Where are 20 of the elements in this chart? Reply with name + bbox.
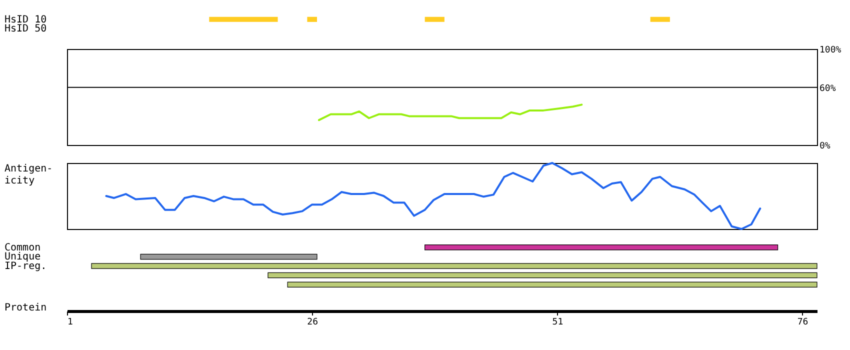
line-series bbox=[318, 104, 583, 122]
x-axis-title: Protein bbox=[4, 302, 47, 314]
y-tick-label: Unique bbox=[4, 252, 41, 263]
bar bbox=[268, 272, 818, 278]
x-tick-label: 1 bbox=[68, 318, 73, 328]
bar bbox=[140, 254, 318, 260]
x-tick-label: 26 bbox=[307, 318, 318, 328]
y-tick-label: Common bbox=[4, 242, 41, 254]
y-tick-label: 100% bbox=[820, 46, 842, 56]
x-tick-label: 76 bbox=[797, 318, 808, 328]
y-tick-label: IP-reg. bbox=[4, 261, 47, 272]
y-axis-title: Antigen- icity bbox=[4, 164, 53, 186]
y-tick-label: 0% bbox=[820, 142, 831, 152]
bar bbox=[91, 263, 818, 269]
y-tick-label: HsID 10 bbox=[4, 14, 47, 26]
bar bbox=[424, 244, 778, 250]
bar bbox=[287, 282, 818, 288]
y-tick-label: HsID 50 bbox=[4, 24, 47, 35]
x-tick-label: 51 bbox=[552, 318, 564, 328]
y-tick-label: 60% bbox=[820, 84, 836, 94]
